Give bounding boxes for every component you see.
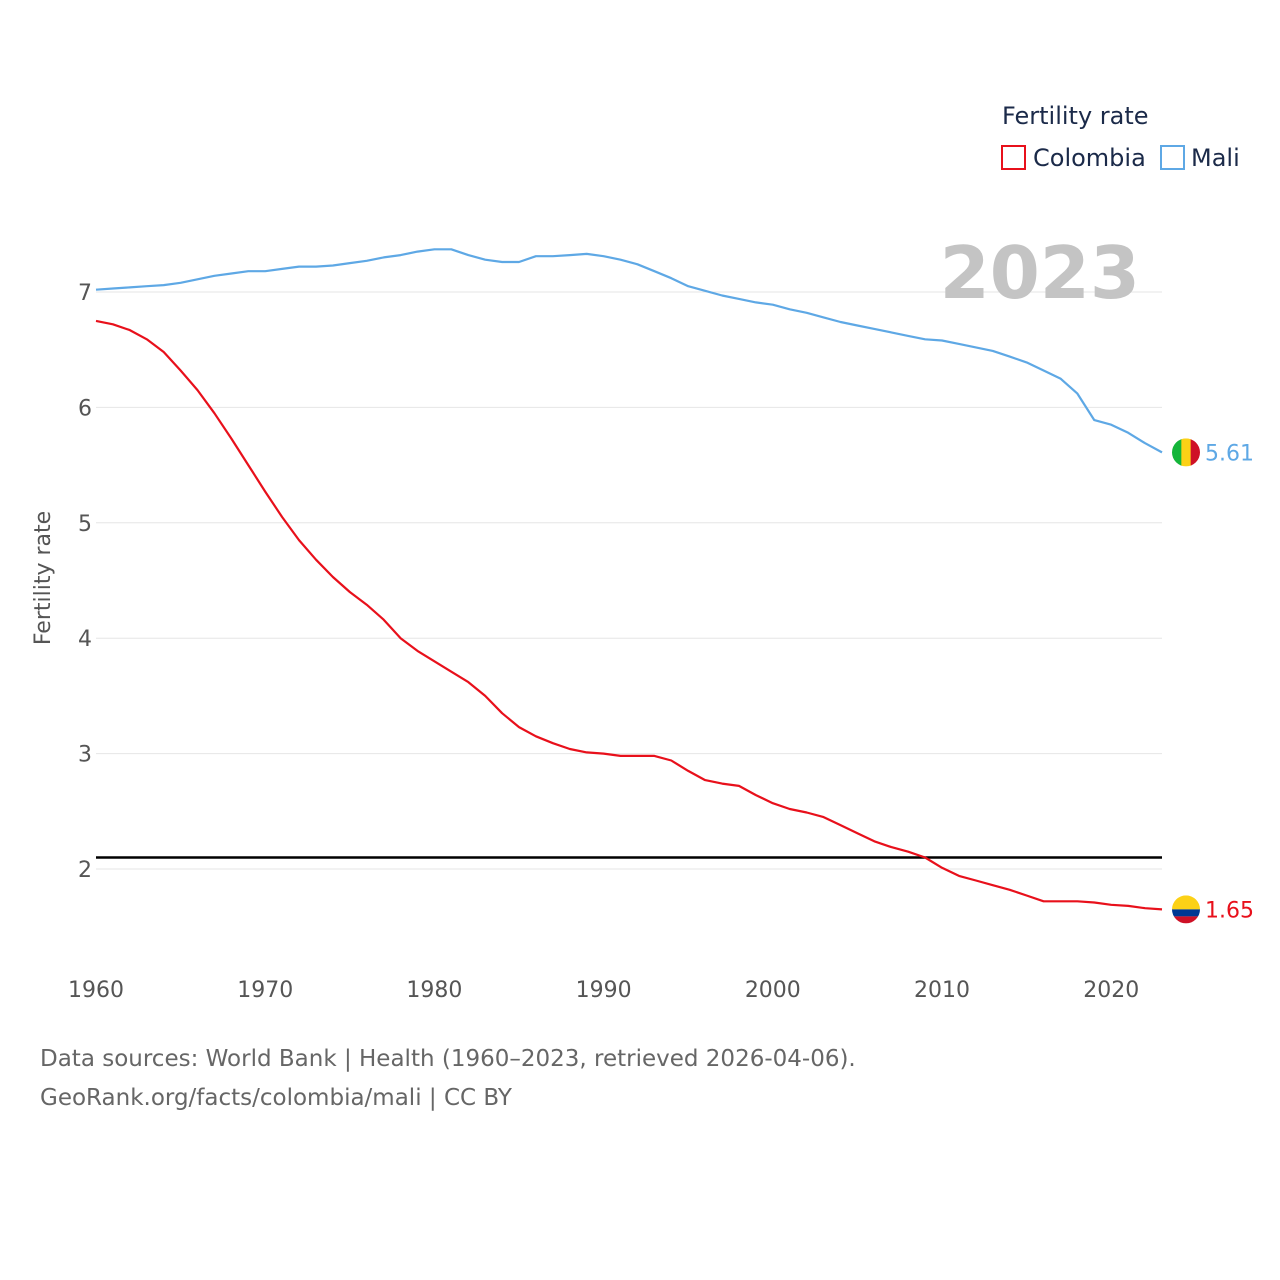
x-tick-2010: 2010	[914, 978, 970, 1003]
series-line-colombia[interactable]	[95, 319, 1163, 911]
legend-swatch-mali[interactable]	[1160, 145, 1185, 170]
footer-credit[interactable]: GeoRank.org/facts/colombia/mali | CC BY	[40, 1085, 512, 1111]
current-year-label: 2023	[940, 231, 1140, 315]
x-tick-1990: 1990	[576, 978, 632, 1003]
footer-sources: Data sources: World Bank | Health (1960–…	[40, 1046, 856, 1072]
mali-flag-icon	[1172, 438, 1200, 467]
legend-title: Fertility rate	[1002, 102, 1149, 130]
x-tick-1980: 1980	[406, 978, 462, 1003]
x-axis-ticks: 1960 1970 1980 1990 2000 2010 2020	[68, 978, 1139, 1003]
grid-lines	[96, 291, 1162, 870]
y-tick-3: 3	[78, 743, 92, 768]
y-tick-4: 4	[78, 627, 92, 652]
legend-swatch-colombia[interactable]	[1001, 145, 1026, 170]
legend-label-colombia[interactable]: Colombia	[1033, 144, 1146, 172]
y-axis-title: Fertility rate	[31, 511, 56, 645]
colombia-flag-icon	[1172, 895, 1200, 924]
end-markers: 1.65 5.61	[1172, 438, 1254, 924]
y-tick-2: 2	[78, 858, 92, 883]
series-line-mali[interactable]	[95, 248, 1163, 454]
y-axis-ticks: 2 3 4 5 6 7	[78, 281, 92, 883]
x-tick-1970: 1970	[237, 978, 293, 1003]
series-lines	[95, 248, 1163, 911]
end-label-mali: 5.61	[1205, 441, 1254, 466]
legend-label-mali[interactable]: Mali	[1191, 144, 1240, 172]
end-label-colombia: 1.65	[1205, 898, 1254, 923]
x-tick-2020: 2020	[1083, 978, 1139, 1003]
y-tick-7: 7	[78, 281, 92, 306]
x-tick-1960: 1960	[68, 978, 124, 1003]
legend: Fertility rate Colombia Mali	[1001, 102, 1240, 172]
x-tick-2000: 2000	[745, 978, 801, 1003]
y-tick-6: 6	[78, 396, 92, 421]
y-tick-5: 5	[78, 512, 92, 537]
